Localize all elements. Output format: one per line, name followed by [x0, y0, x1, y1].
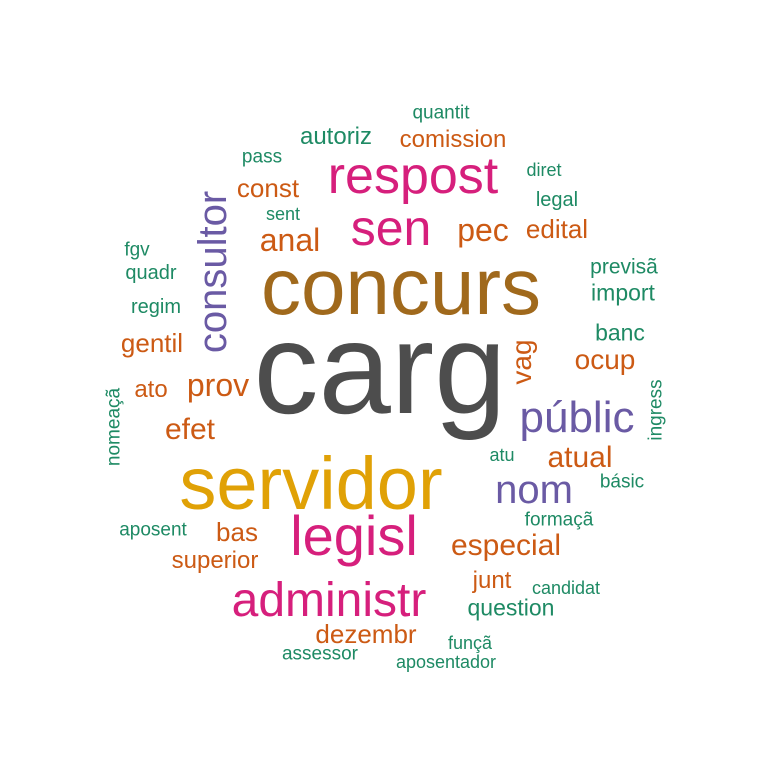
word-vag: vag [506, 339, 537, 385]
word-basic: básic [599, 471, 645, 493]
word-especial: especial [450, 529, 562, 562]
word-edital: edital [525, 214, 589, 244]
word-legisl: legisl [290, 504, 418, 567]
word-ocup: ocup [574, 344, 636, 375]
word-dezembr: dezembr [315, 619, 417, 649]
word-bas: bas [216, 517, 258, 547]
word-autoriz: autoriz [299, 123, 373, 150]
word-nom: nom [495, 468, 573, 512]
word-servidor: servidor [179, 442, 443, 525]
word-comission: comission [399, 126, 507, 153]
word-formacao: formaçã [524, 509, 594, 531]
word-consultor: consultor [191, 190, 235, 354]
word-prov: prov [186, 367, 250, 403]
word-assessor: assessor [281, 643, 359, 665]
word-atu: atu [489, 445, 515, 465]
word-anal: anal [259, 222, 321, 258]
word-nomeacao: nomeaçã [103, 387, 125, 467]
word-administr: administr [231, 574, 427, 627]
word-aposentador: aposentador [395, 652, 497, 672]
word-diret: diret [526, 160, 562, 180]
word-quadr: quadr [125, 262, 177, 284]
word-concurs: concurs [260, 242, 542, 331]
word-ato: ato [134, 376, 168, 403]
word-legal: legal [535, 189, 579, 211]
word-gentil: gentil [120, 328, 184, 358]
word-pass: pass [241, 146, 283, 168]
word-funcao: funçã [447, 633, 493, 653]
word-question: question [467, 594, 555, 621]
word-pec: pec [457, 212, 509, 248]
word-banc: banc [595, 319, 645, 346]
word-regim: regim [130, 296, 182, 318]
word-public: públic [519, 393, 635, 442]
word-ingress: ingress [645, 379, 667, 441]
word-quantit: quantit [412, 102, 470, 124]
word-atual: atual [547, 441, 613, 474]
word-aposent: aposent [119, 519, 187, 541]
word-sent: sent [265, 204, 301, 224]
word-fgv: fgv [124, 239, 150, 261]
word-efet: efet [164, 413, 216, 446]
word-const: const [236, 173, 300, 203]
word-candidat: candidat [531, 578, 601, 598]
word-previsa: previsã [590, 255, 658, 279]
word-carg: carg [253, 295, 507, 441]
word-import: import [591, 279, 655, 306]
word-junt: junt [472, 567, 512, 594]
word-sen: sen [350, 200, 432, 256]
word-superior: superior [171, 547, 259, 574]
word-respost: respost [327, 147, 499, 205]
